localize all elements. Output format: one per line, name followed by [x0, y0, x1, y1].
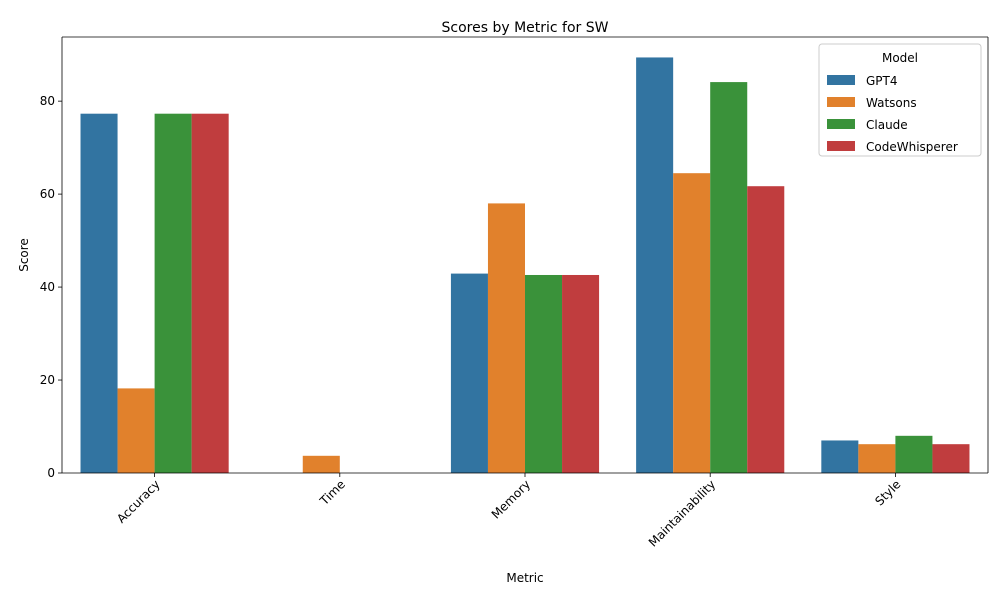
chart-title: Scores by Metric for SW: [442, 20, 609, 36]
x-tick-label: Memory: [489, 477, 533, 521]
bar-watsons-memory: [487, 203, 525, 473]
y-tick-label: 20: [40, 373, 55, 387]
y-tick-label: 60: [40, 187, 55, 201]
x-tick-label: Accuracy: [114, 477, 163, 526]
legend-swatch-claude: [827, 119, 855, 129]
bar-claude-style: [895, 435, 933, 473]
bar-gpt4-memory: [450, 273, 488, 473]
legend-swatch-codewhisperer: [827, 141, 855, 151]
y-tick-label: 0: [47, 466, 55, 480]
x-tick-label: Style: [872, 477, 903, 508]
bar-watsons-time: [302, 455, 340, 473]
legend: Model GPT4 Watsons Claude CodeWhisperer: [818, 43, 982, 157]
bars-group: [80, 57, 970, 474]
bar-codewhisperer-style: [932, 444, 970, 473]
legend-swatch-gpt4: [827, 75, 855, 85]
bar-claude-accuracy: [154, 113, 192, 473]
bar-watsons-style: [858, 444, 896, 473]
bar-watsons-maintainability: [673, 173, 711, 473]
bar-gpt4-maintainability: [636, 57, 674, 473]
x-tick-label: Time: [317, 477, 348, 508]
bar-codewhisperer-memory: [562, 274, 600, 473]
bar-claude-maintainability: [710, 82, 748, 474]
bar-watsons-accuracy: [117, 388, 155, 473]
bar-codewhisperer-accuracy: [191, 113, 229, 473]
bar-gpt4-style: [821, 440, 859, 473]
bar-codewhisperer-maintainability: [747, 186, 785, 473]
legend-swatch-watsons: [827, 97, 855, 107]
x-axis-label: Metric: [506, 571, 543, 585]
y-axis-label: Score: [17, 238, 31, 272]
x-tick-label: Maintainability: [646, 477, 718, 549]
legend-label-watsons: Watsons: [866, 96, 917, 110]
bar-claude-memory: [525, 274, 563, 473]
legend-label-gpt4: GPT4: [866, 74, 898, 88]
y-tick-label: 40: [40, 280, 55, 294]
legend-title: Model: [882, 51, 918, 65]
y-tick-label: 80: [40, 94, 55, 108]
legend-label-claude: Claude: [866, 118, 908, 132]
bar-gpt4-accuracy: [80, 113, 118, 473]
legend-box: [818, 43, 982, 157]
legend-label-codewhisperer: CodeWhisperer: [866, 140, 958, 154]
